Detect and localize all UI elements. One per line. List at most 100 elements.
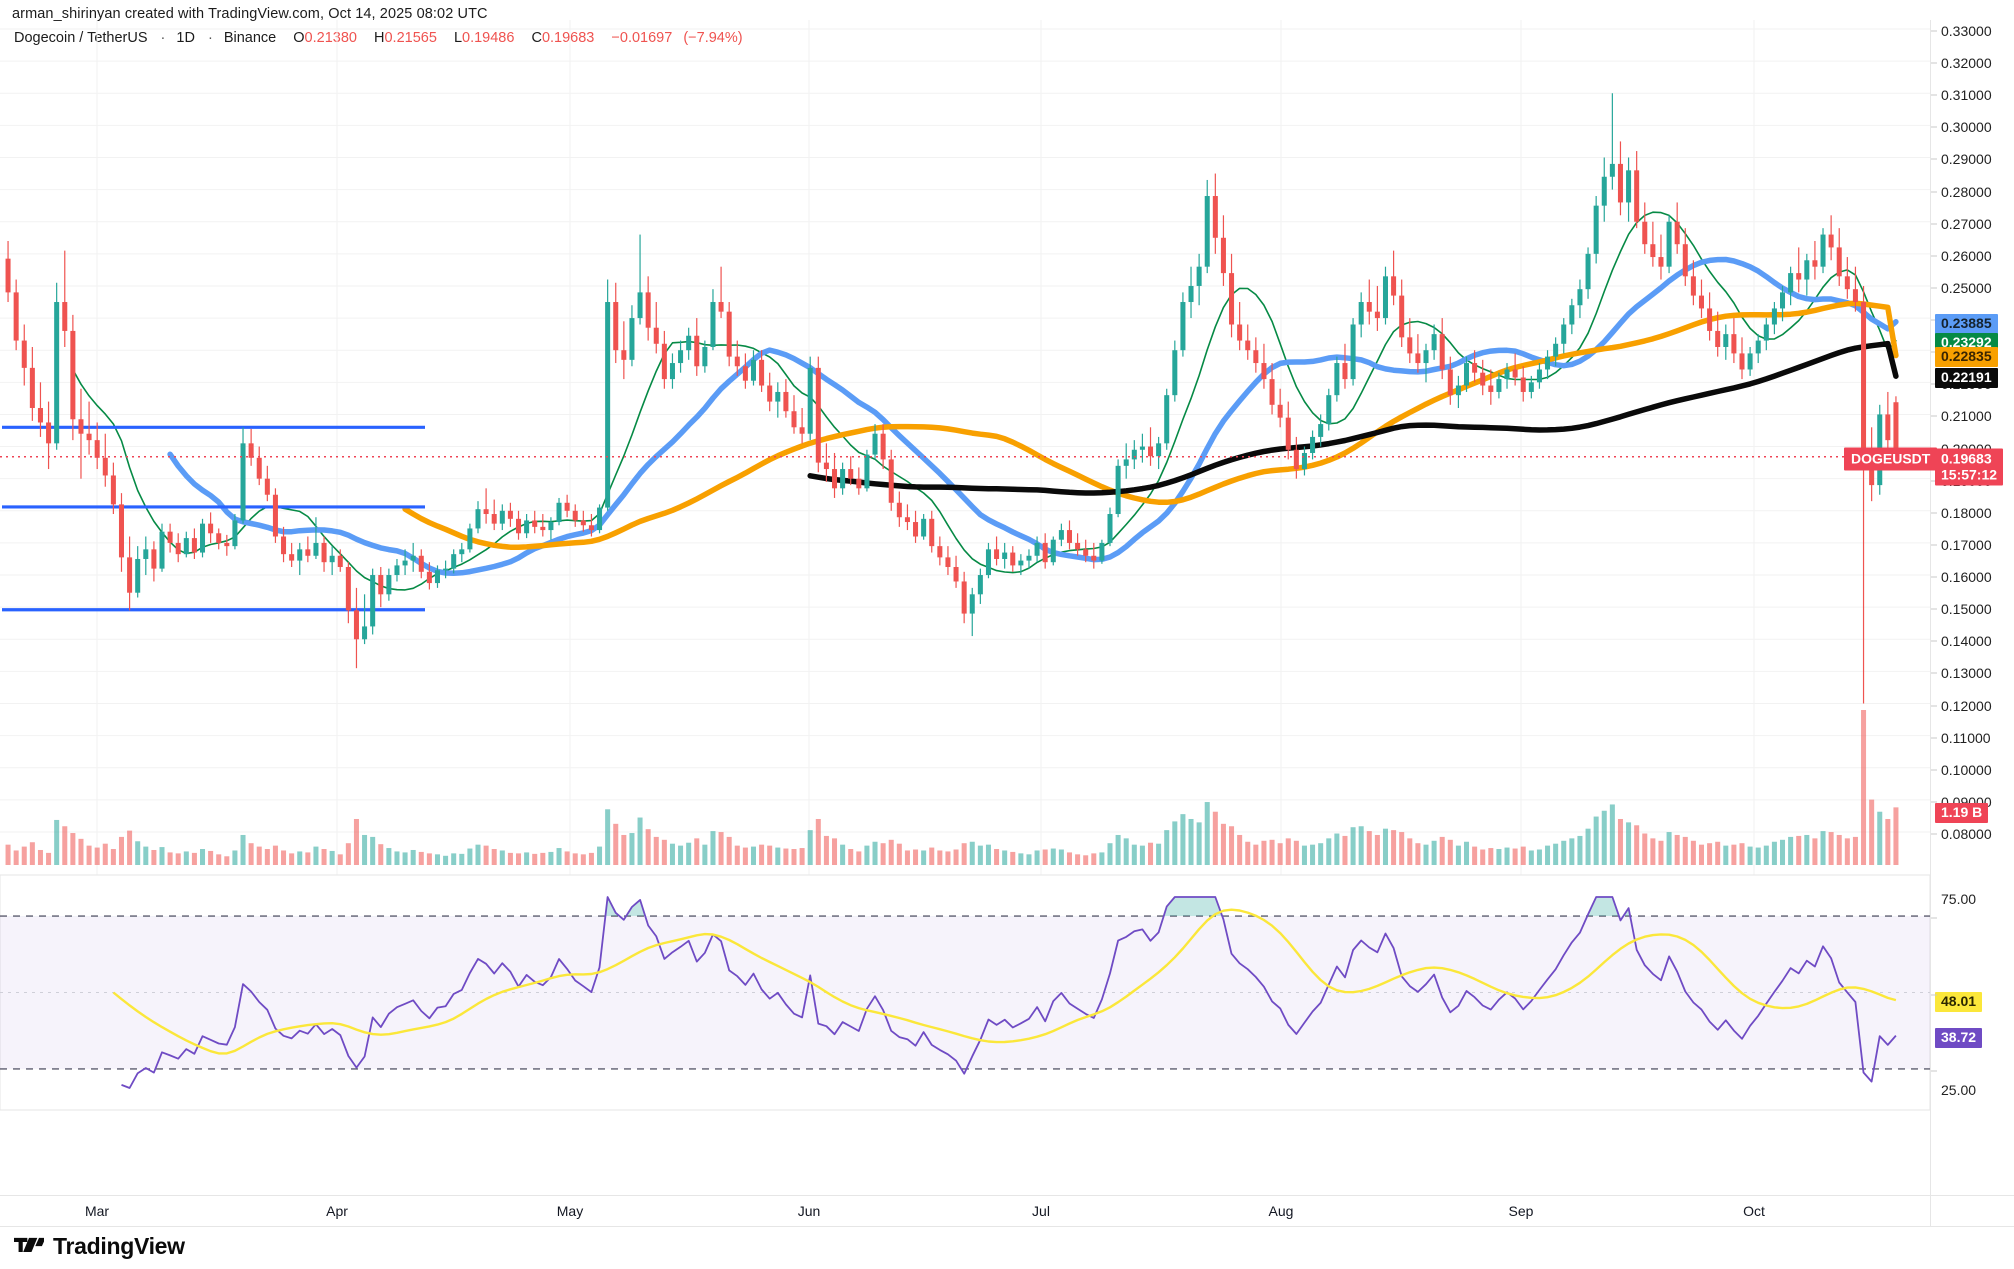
volume-bar (248, 843, 254, 865)
volume-bar (1148, 842, 1154, 865)
volume-bar (499, 850, 505, 865)
candle (1820, 234, 1826, 267)
candle (183, 538, 189, 555)
volume-bar (21, 846, 27, 865)
candle (1285, 417, 1291, 450)
candle (127, 557, 133, 593)
volume-bar (1747, 846, 1753, 865)
last-price-badge[interactable]: 0.19683 15:57:12 (1935, 448, 2004, 486)
last-price-value: 0.19683 (1941, 450, 1992, 467)
candle (1545, 356, 1551, 370)
volume-bar (1682, 836, 1688, 865)
volume-bar (1828, 832, 1834, 865)
candle (856, 478, 862, 489)
candle (913, 522, 919, 537)
candle (135, 558, 141, 593)
time-tick-label: Oct (1743, 1203, 1765, 1219)
candle (175, 542, 181, 555)
volume-bar (1293, 840, 1299, 865)
price-tick-label: 0.21000 (1941, 408, 1992, 425)
candle (418, 555, 424, 572)
candle (1083, 549, 1089, 556)
candle (734, 356, 740, 367)
price-tick-label: 0.12000 (1941, 697, 1992, 714)
volume-bar (224, 856, 230, 865)
candle (840, 469, 846, 489)
volume-bar (1447, 839, 1453, 865)
volume-bar (1739, 843, 1745, 865)
candle (1066, 530, 1072, 543)
candle (985, 549, 991, 576)
candle (1626, 170, 1632, 203)
volume-bar (686, 842, 692, 865)
legend-interval[interactable]: 1D (176, 30, 195, 46)
volume-bar (418, 851, 424, 865)
volume-bar (1771, 841, 1777, 865)
candle (1212, 196, 1218, 238)
candle (1771, 308, 1777, 325)
ma-orange-line (402, 300, 1899, 551)
candle (1326, 395, 1332, 425)
chart-canvas[interactable] (0, 20, 1930, 1195)
price-scale[interactable]: 0.33000 0.32000 0.31000 0.30000 0.29000 0.280… (1930, 20, 2014, 1195)
volume-bar (1083, 855, 1089, 865)
ma-black-badge[interactable]: 0.22191 (1935, 368, 1998, 389)
volume-bar (118, 836, 124, 865)
volume-bar (872, 841, 878, 865)
volume-bar (815, 818, 821, 865)
volume-bar (200, 849, 206, 865)
legend-exchange[interactable]: Binance (223, 30, 277, 46)
rsi-value-badge[interactable]: 38.72 (1935, 1027, 1983, 1048)
candle (402, 560, 408, 566)
candle (669, 363, 675, 380)
volume-bar (1536, 849, 1542, 865)
candle (443, 568, 449, 571)
volume-bar (726, 836, 732, 865)
time-scale[interactable]: Mar Apr May Jun Jul Aug Sep Oct (0, 1195, 1930, 1227)
volume-series (5, 710, 1899, 865)
volume-bar (1318, 843, 1324, 865)
volume-bar (1423, 844, 1429, 865)
candle (702, 346, 708, 367)
candle (216, 533, 222, 543)
candle (1536, 369, 1542, 383)
candle (872, 433, 878, 455)
volume-bar (961, 843, 967, 865)
legend-symbol[interactable]: Dogecoin / TetherUS (14, 30, 148, 46)
volume-bar (1099, 852, 1105, 865)
volume-bar (507, 852, 513, 865)
candle (1634, 170, 1640, 222)
candle (37, 408, 43, 423)
candle (815, 367, 821, 463)
candle (750, 359, 756, 381)
candle (1399, 295, 1405, 338)
volume-bar (718, 832, 724, 865)
candle (645, 292, 651, 328)
volume-bar (362, 834, 368, 865)
volume-bar (597, 846, 603, 865)
rsi-tick-top: 75.00 (1941, 891, 1977, 907)
price-tick-label: 0.11000 (1941, 729, 1991, 746)
price-tick-dash (1931, 640, 1937, 642)
candle (1318, 424, 1324, 437)
candle (1099, 542, 1105, 561)
candle (1763, 324, 1769, 341)
candle (281, 536, 287, 555)
volume-bar (710, 831, 716, 865)
candle (256, 457, 262, 479)
ma-orange-badge[interactable]: 0.22835 (1935, 347, 1998, 368)
volume-bar (605, 809, 611, 865)
candle (1407, 337, 1413, 354)
rsi-ma-badge[interactable]: 48.01 (1935, 992, 1983, 1013)
candle (467, 528, 473, 550)
candle (110, 475, 116, 505)
symbol-tag[interactable]: DOGEUSDT (1844, 447, 1938, 471)
price-tick-dash (1931, 126, 1937, 128)
candle (1577, 289, 1583, 306)
candle (864, 454, 870, 489)
volume-bar (791, 849, 797, 865)
candle (297, 549, 303, 561)
volume-badge[interactable]: 1.19 B (1935, 803, 1989, 824)
ma-blue-badge[interactable]: 0.23885 (1935, 313, 1998, 334)
candle (605, 302, 611, 508)
